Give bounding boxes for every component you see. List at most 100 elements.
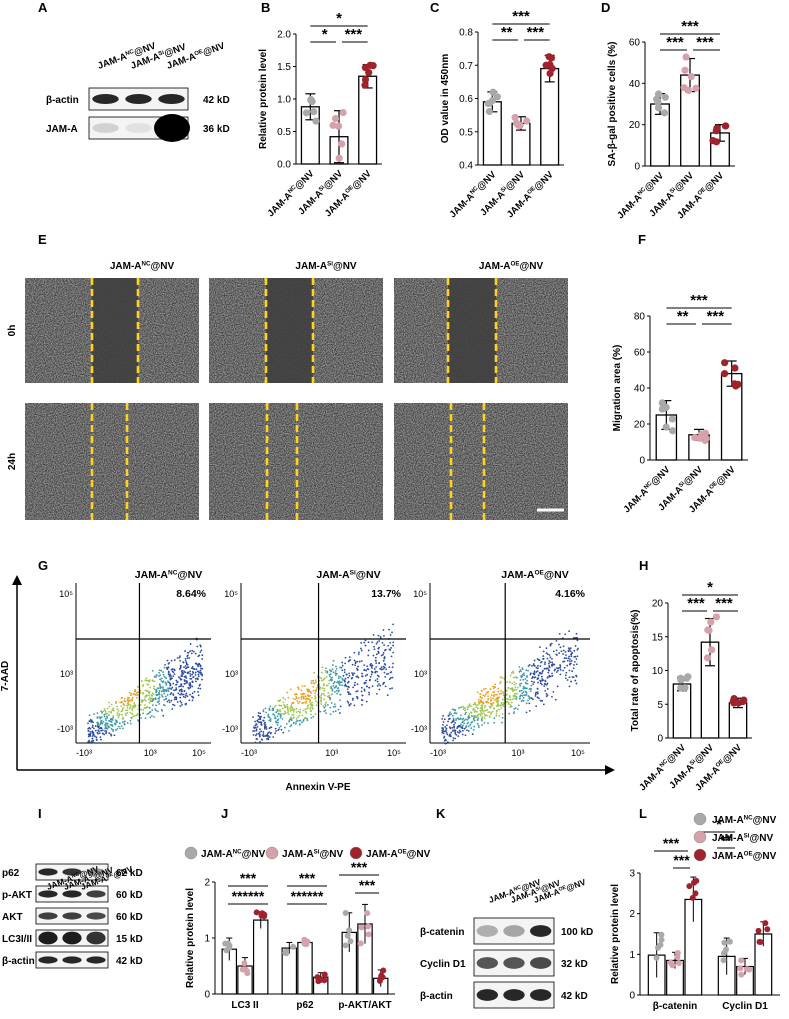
flow-event xyxy=(179,667,182,670)
flow-event xyxy=(473,711,476,713)
flow-event xyxy=(255,728,258,731)
flow-event xyxy=(547,662,550,665)
flow-event xyxy=(131,707,133,710)
flow-event xyxy=(574,637,577,639)
flow-event xyxy=(172,682,175,685)
flow-event xyxy=(292,697,295,700)
flow-event xyxy=(510,701,513,704)
data-point-si xyxy=(746,966,753,973)
sig-marker: *** xyxy=(359,877,376,893)
data-point-oe xyxy=(547,54,556,62)
flow-event xyxy=(536,670,539,673)
flow-event xyxy=(340,681,343,684)
flow-event xyxy=(103,707,106,710)
flow-event xyxy=(370,673,373,676)
flow-event xyxy=(380,666,383,669)
flow-event xyxy=(96,725,99,728)
flow-event xyxy=(339,699,341,702)
sig-marker: *** xyxy=(351,859,368,875)
data-point-si xyxy=(516,121,524,130)
flow-event xyxy=(442,723,444,726)
flow-event xyxy=(149,699,152,702)
flow-event xyxy=(100,716,103,719)
panel-letter-j: J xyxy=(221,806,228,821)
flow-event xyxy=(298,719,301,722)
flow-event xyxy=(520,682,523,685)
sig-marker: ****** xyxy=(291,888,324,904)
flow-event xyxy=(366,673,369,676)
flow-event xyxy=(192,696,194,698)
flow-event xyxy=(511,682,514,685)
flow-event xyxy=(176,657,179,659)
data-point-si xyxy=(702,434,710,443)
flow-event xyxy=(191,673,193,676)
flow-event xyxy=(311,701,314,704)
flow-event xyxy=(179,655,181,658)
flow-event xyxy=(383,666,386,669)
flow-event xyxy=(481,709,484,711)
flow-event xyxy=(143,706,146,709)
flow-event xyxy=(549,644,552,647)
flow-event xyxy=(106,712,109,715)
flow-event xyxy=(284,706,287,708)
wound-gap xyxy=(266,278,313,383)
flow-event xyxy=(521,667,524,669)
flow-event xyxy=(361,699,364,702)
flow-event xyxy=(573,655,576,658)
flow-event xyxy=(466,708,469,711)
flow-event xyxy=(360,649,363,652)
flow-event xyxy=(379,635,382,638)
data-point-si xyxy=(712,613,721,621)
flow-event xyxy=(273,706,276,708)
flow-event xyxy=(371,641,374,644)
flow-event xyxy=(387,644,390,647)
flow-event xyxy=(171,677,173,680)
flow-event xyxy=(197,670,200,673)
blot-size: 100 kD xyxy=(561,927,593,938)
flow-event xyxy=(479,714,482,717)
flow-event xyxy=(169,678,172,681)
flow-event xyxy=(391,687,393,690)
flow-event xyxy=(93,713,95,715)
flow-event xyxy=(310,713,313,716)
flow-event xyxy=(534,692,537,695)
blot-band xyxy=(62,956,82,964)
flow-event xyxy=(267,732,269,735)
flow-event xyxy=(163,690,165,693)
flow-event xyxy=(175,684,177,686)
flow-event xyxy=(257,720,259,723)
flow-event xyxy=(265,737,268,740)
flow-event xyxy=(483,713,486,715)
flow-event xyxy=(292,722,295,725)
flow-event xyxy=(173,659,176,661)
flow-event xyxy=(506,693,508,696)
data-point-oe xyxy=(686,883,693,890)
flow-event xyxy=(314,689,317,692)
y-tick-label: 0.6 xyxy=(459,94,473,105)
flow-event xyxy=(130,694,132,697)
flow-event xyxy=(568,685,571,688)
sig-marker: * xyxy=(322,26,328,43)
flow-event xyxy=(477,724,480,727)
flow-event xyxy=(170,692,173,694)
flow-event xyxy=(91,735,94,737)
flow-event xyxy=(189,675,192,677)
flow-event xyxy=(354,662,357,665)
flow-event xyxy=(371,664,374,667)
flow-event xyxy=(487,722,489,725)
data-point-nc xyxy=(684,673,692,681)
flow-event xyxy=(529,690,532,693)
flow-event xyxy=(286,705,289,708)
flow-event xyxy=(465,725,468,727)
data-point-oe xyxy=(692,890,699,897)
flow-event xyxy=(314,692,317,695)
flow-event xyxy=(167,666,170,669)
flow-event xyxy=(344,684,347,687)
flow-event xyxy=(524,690,527,693)
flow-event xyxy=(541,671,544,673)
flow-event xyxy=(289,707,291,710)
flow-event xyxy=(331,668,334,671)
flow-event xyxy=(513,692,516,695)
